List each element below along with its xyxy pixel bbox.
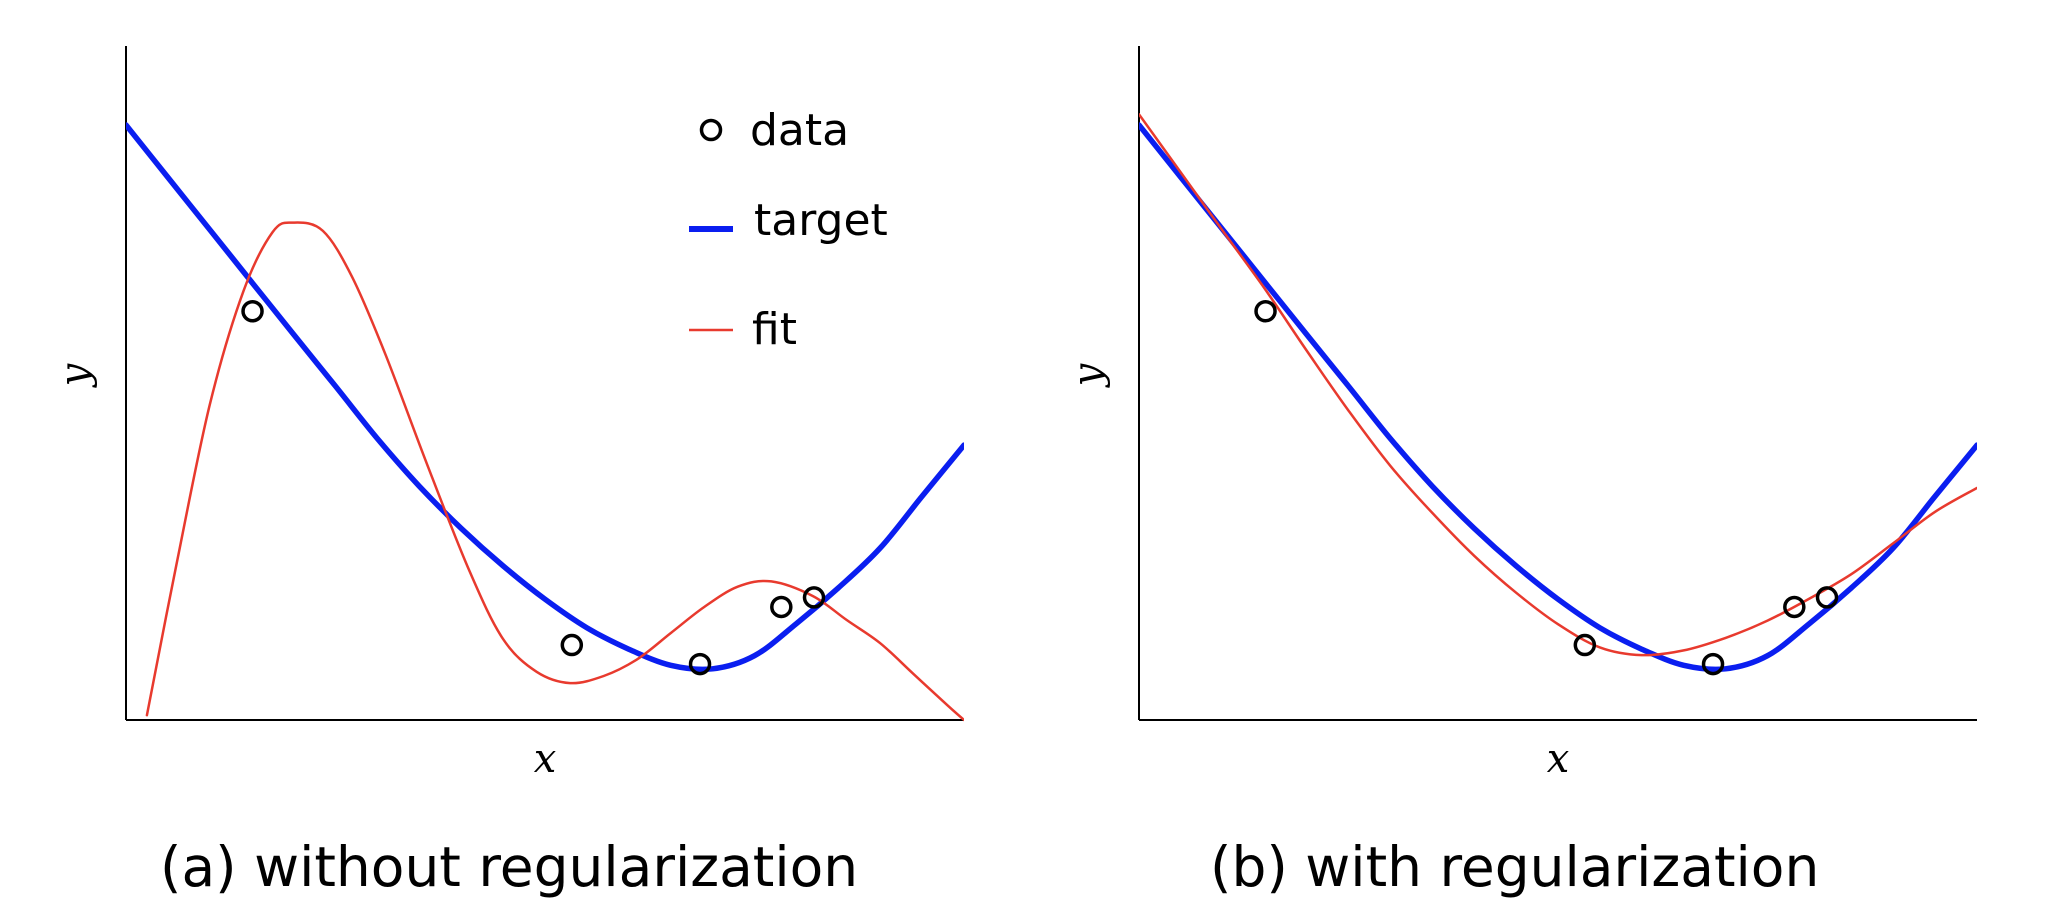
- data-point-a: [688, 652, 712, 676]
- legend-fit-label: fit: [752, 304, 797, 355]
- y-axis-label: y: [52, 362, 98, 388]
- data-point-a: [560, 633, 584, 657]
- legend-data-label: data: [750, 105, 849, 156]
- legend-data-marker: [699, 118, 723, 142]
- y-axis-label: y: [1065, 362, 1111, 388]
- x-axis-label: x: [1547, 736, 1570, 782]
- target-line-a: [126, 122, 964, 673]
- data-point-b: [1254, 299, 1277, 323]
- panel-b-plot: xy: [1065, 46, 1977, 782]
- x-axis-label: x: [534, 736, 557, 782]
- caption-a: (a) without regularization: [160, 835, 859, 899]
- data-point-b: [1783, 595, 1806, 619]
- legend-target-label: target: [754, 195, 888, 246]
- fit-line-b: [1139, 113, 1977, 657]
- fit-line-a: [145, 221, 964, 722]
- legend: data target fit: [689, 105, 888, 355]
- data-point-a: [241, 299, 264, 323]
- data-point-b: [1815, 586, 1839, 609]
- caption-b: (b) with regularization: [1210, 835, 1820, 899]
- data-point-b: [1573, 633, 1597, 657]
- target-line-b: [1139, 122, 1977, 673]
- panel-a-plot: x y data target fit: [52, 46, 964, 782]
- data-point-b: [1701, 652, 1725, 676]
- data-point-a: [770, 595, 793, 619]
- data-point-a: [802, 586, 826, 609]
